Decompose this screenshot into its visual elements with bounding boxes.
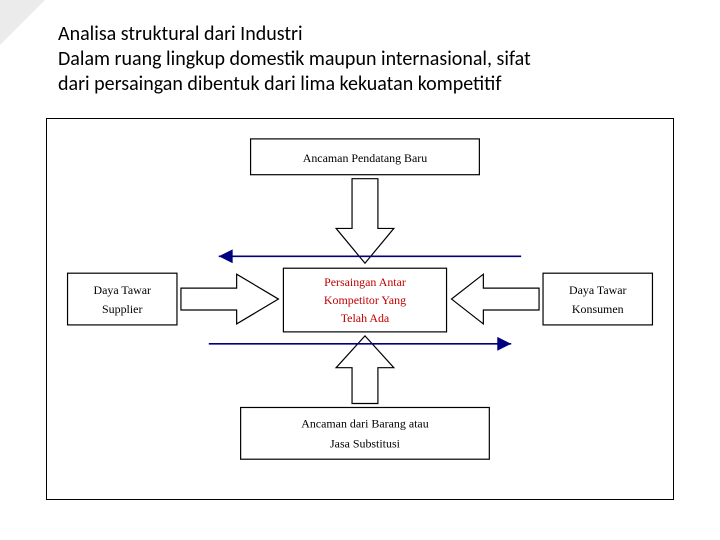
node-bottom-label-2: Jasa Substitusi	[330, 436, 401, 450]
five-forces-diagram: Ancaman Pendatang Baru Ancaman dari Bara…	[47, 119, 673, 499]
node-bottom-box	[241, 407, 490, 459]
node-left-label-2: Supplier	[102, 302, 142, 316]
node-bottom-label-1: Ancaman dari Barang atau	[301, 416, 428, 430]
slide-heading: Analisa struktural dari Industri Dalam r…	[58, 22, 658, 97]
arrow-top-down	[336, 179, 394, 264]
heading-line-1: Analisa struktural dari Industri	[58, 22, 658, 47]
diagram-frame: Ancaman Pendatang Baru Ancaman dari Bara…	[46, 118, 674, 500]
heading-line-3: dari persaingan dibentuk dari lima kekua…	[58, 72, 658, 97]
long-arrow-right-head	[497, 337, 511, 351]
heading-line-2: Dalam ruang lingkup domestik maupun inte…	[58, 47, 658, 72]
node-center-label-3: Telah Ada	[341, 311, 390, 325]
arrow-left-right	[181, 274, 278, 324]
node-right-box	[543, 273, 652, 325]
arrow-bottom-up	[336, 336, 394, 404]
slide-corner-accent	[0, 0, 45, 45]
node-left-box	[68, 273, 177, 325]
node-right-label-2: Konsumen	[572, 302, 624, 316]
node-left-label-1: Daya Tawar	[93, 283, 151, 297]
node-top-label: Ancaman Pendatang Baru	[303, 151, 428, 165]
node-center-label-2: Kompetitor Yang	[324, 293, 406, 307]
node-right-label-1: Daya Tawar	[569, 283, 627, 297]
node-center-label-1: Persaingan Antar	[324, 275, 406, 289]
arrow-right-left	[452, 274, 540, 324]
long-arrow-left-head	[219, 249, 233, 263]
